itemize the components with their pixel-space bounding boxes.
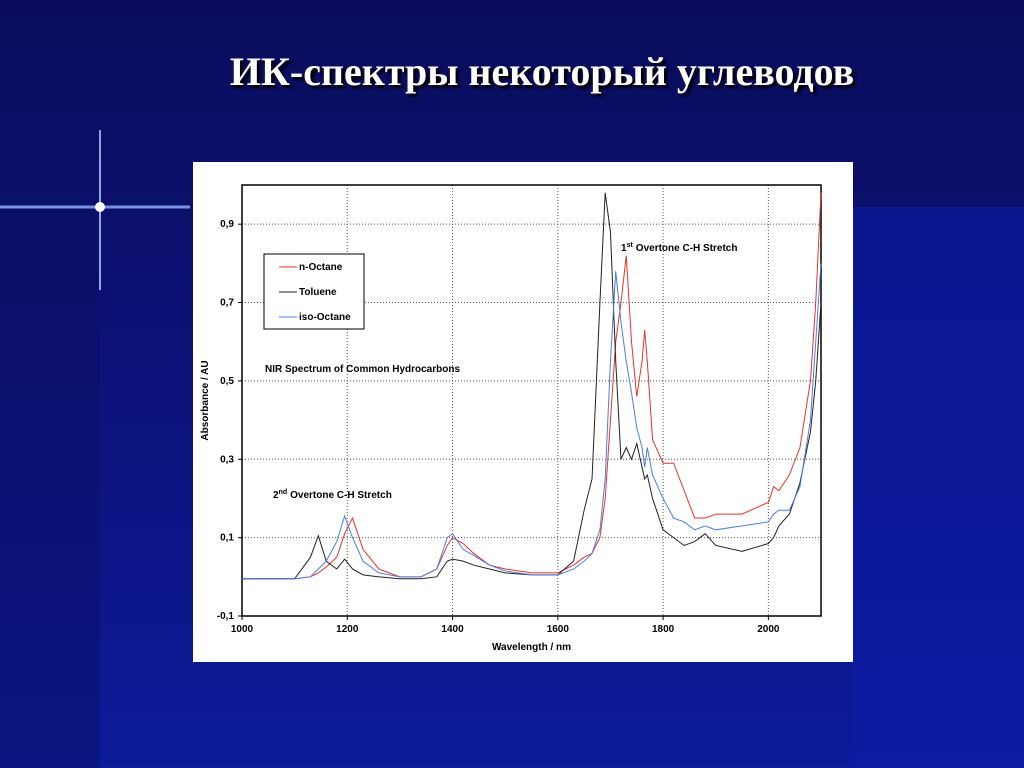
chart-title: NIR Spectrum of Common Hydrocarbons [265,364,460,375]
slide-title: ИК-спектры некоторый углеводов [229,49,855,94]
annotation-suffix: st [627,242,634,249]
chart: -0,1 0,1 0,3 0,5 0,7 0,9 1000 1200 1400 1600 1800 2… [193,162,853,662]
series-line [242,192,822,580]
y-axis-label: Absorbance / AU [200,360,211,440]
annotation-text: Overtone C-H Stretch [636,243,738,254]
x-axis-label: Wavelength / nm [492,642,571,653]
series-line [242,263,822,580]
x-tick-label: 1400 [441,624,464,635]
y-tick-label: 0,9 [220,219,234,230]
legend-label: n-Octane [299,262,343,273]
x-tick-label: 2000 [757,624,780,635]
plot-frame [241,184,822,617]
annotation-text: Overtone C-H Stretch [290,490,392,501]
y-tick-label: 0,3 [220,454,234,465]
legend-label: Toluene [299,287,337,298]
x-tick-label: 1600 [547,624,570,635]
legend-label: iso-Octane [299,312,351,323]
annotation: 2nd Overtone C-H Stretch [273,489,392,501]
x-tick-label: 1200 [336,624,359,635]
y-tick-label: 0,7 [220,298,234,309]
y-tick-label: -0,1 [217,611,235,622]
x-tick-label: 1800 [652,624,675,635]
annotation-number: 2 [273,490,279,501]
annotation-number: 1 [621,243,627,254]
annotation-suffix: nd [279,489,288,496]
x-tick-label: 1000 [231,624,254,635]
y-tick-label: 0,1 [220,533,234,544]
y-tick-label: 0,5 [220,376,234,387]
series-line [242,192,822,580]
annotation: 1st Overtone C-H Stretch [621,242,737,254]
